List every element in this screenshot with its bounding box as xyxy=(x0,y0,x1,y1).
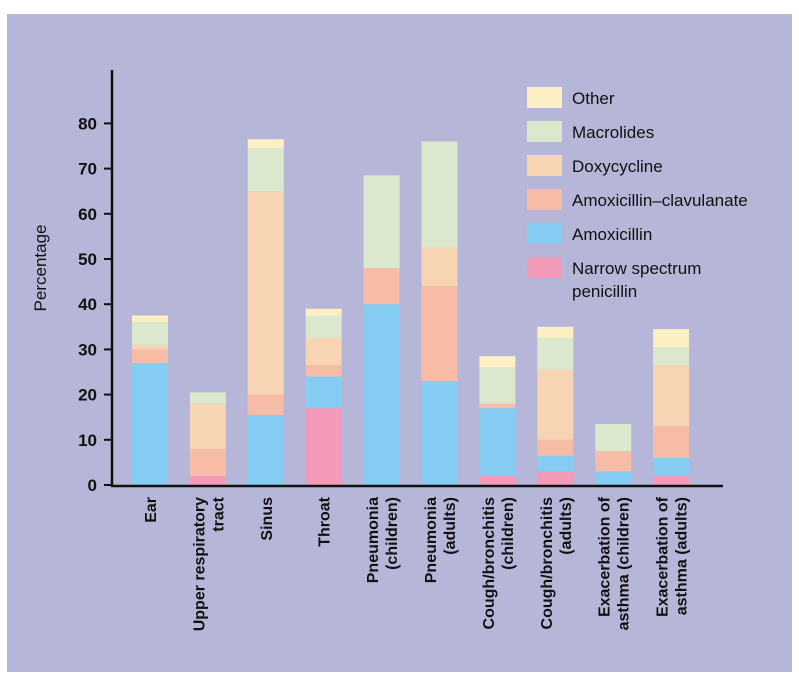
bar-segment xyxy=(305,365,342,377)
y-tick-label: 40 xyxy=(78,295,97,314)
bar-segment xyxy=(189,475,226,485)
bar-segment xyxy=(421,286,458,382)
legend-swatch xyxy=(527,257,562,278)
x-category-label: Sinus xyxy=(259,497,276,541)
bar-segment xyxy=(537,326,574,339)
bar-segment xyxy=(653,329,690,348)
y-tick-label: 0 xyxy=(88,476,97,495)
bar-segment xyxy=(305,376,342,409)
legend-label: Amoxicillin–clavulanate xyxy=(572,191,748,210)
bar-segment xyxy=(305,308,342,316)
x-category-label: (adults) xyxy=(558,497,575,555)
bar-segment xyxy=(537,439,574,456)
axes-group xyxy=(110,70,723,488)
bar-segment xyxy=(653,426,690,458)
bar-segment xyxy=(247,394,284,415)
y-tick-label: 10 xyxy=(78,431,97,450)
legend-swatch xyxy=(527,223,562,244)
x-category-label: asthma (adults) xyxy=(674,497,691,615)
y-tick-label: 30 xyxy=(78,340,97,359)
bar-segment xyxy=(132,344,168,350)
bar-segment xyxy=(189,392,226,404)
x-category-label: (children) xyxy=(500,497,517,570)
bar-segment xyxy=(653,475,690,485)
bar-segment xyxy=(537,338,574,370)
y-axis-label: Percentage xyxy=(31,225,50,312)
bar-segment xyxy=(363,175,400,269)
legend-swatch xyxy=(527,189,562,210)
legend-label: Amoxicillin xyxy=(572,225,652,244)
bar-segment xyxy=(247,139,284,149)
bar-segment xyxy=(653,457,690,476)
bars-group xyxy=(132,139,690,485)
legend-label-continued: penicillin xyxy=(572,282,637,301)
bar-segment xyxy=(479,367,516,404)
bar-segment xyxy=(132,349,168,363)
bar-segment xyxy=(363,304,400,485)
x-category-label: Exacerbation of xyxy=(597,496,614,617)
bar-segment xyxy=(189,403,226,449)
x-category-label: Upper respiratory xyxy=(191,497,208,631)
x-category-label: Pneumonia xyxy=(365,497,382,583)
legend-swatch xyxy=(527,155,562,176)
bar-segment xyxy=(653,347,690,366)
legend-swatch xyxy=(527,121,562,142)
y-tick-label: 20 xyxy=(78,386,97,405)
y-ticks-group: 0 10 20 30 40 50 60 70 80 xyxy=(78,114,112,495)
legend: Other Macrolides Doxycycline Amoxicillin–cl… xyxy=(527,87,748,301)
x-category-label: asthma (children) xyxy=(616,497,633,630)
bar-segment xyxy=(305,338,342,366)
legend-swatch xyxy=(527,87,562,108)
legend-label: Other xyxy=(572,89,615,108)
x-labels-group: Ear Upper respiratory tract Sinus Throat Pneu… xyxy=(143,496,691,631)
y-tick-label: 80 xyxy=(78,114,97,133)
legend-label: Narrow spectrum xyxy=(572,259,701,278)
x-category-label: Pneumonia xyxy=(423,497,440,583)
bar-segment xyxy=(247,191,284,395)
x-category-label: (children) xyxy=(384,497,401,570)
bar-segment xyxy=(595,471,632,485)
bar-segment xyxy=(305,408,342,485)
x-category-label: Exacerbation of xyxy=(655,496,672,617)
x-category-label: Ear xyxy=(143,497,160,523)
bar-segment xyxy=(595,451,632,472)
bar-segment xyxy=(189,448,226,476)
bar-segment xyxy=(479,356,516,368)
bar-segment xyxy=(421,247,458,287)
bar-segment xyxy=(363,268,400,305)
x-category-label: Cough/bronchitis xyxy=(481,497,498,630)
bar-segment xyxy=(537,369,574,440)
y-tick-label: 60 xyxy=(78,205,97,224)
bar-segment xyxy=(479,403,516,409)
bar-segment xyxy=(537,471,574,485)
bar-segment xyxy=(479,475,516,485)
bar-segment xyxy=(305,315,342,339)
bar-segment xyxy=(247,414,284,485)
bar-segment xyxy=(421,381,458,485)
bar-segment xyxy=(132,362,168,485)
bar-segment xyxy=(653,365,690,427)
bar-segment xyxy=(537,455,574,472)
bar-segment xyxy=(132,322,168,345)
bar-segment xyxy=(595,423,632,452)
y-tick-label: 50 xyxy=(78,250,97,269)
legend-label: Macrolides xyxy=(572,123,654,142)
x-category-label: Cough/bronchitis xyxy=(539,497,556,630)
bar-segment xyxy=(421,141,458,248)
x-category-label: tract xyxy=(210,496,227,531)
bar-segment xyxy=(479,408,516,476)
y-tick-label: 70 xyxy=(78,160,97,179)
x-category-label: (adults) xyxy=(442,497,459,555)
x-category-label: Throat xyxy=(317,496,334,546)
bar-segment xyxy=(247,148,284,192)
legend-label: Doxycycline xyxy=(572,157,663,176)
bar-segment xyxy=(132,315,168,323)
